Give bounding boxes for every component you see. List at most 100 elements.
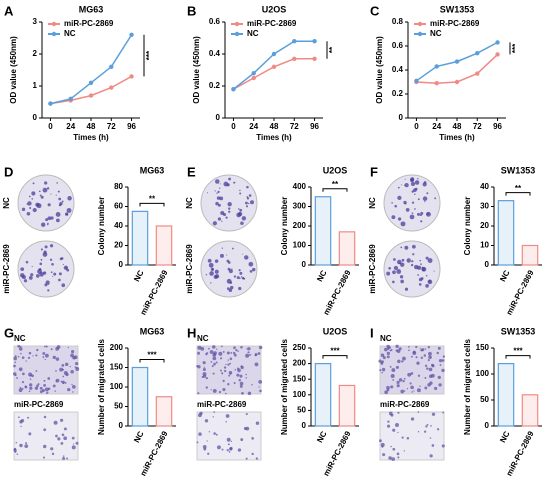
colony [400,221,406,227]
x-tick-label: 0 [414,122,419,131]
data-point [434,64,439,69]
cell [381,445,384,448]
legend-marker [234,31,240,37]
cell [16,377,18,379]
cell [55,369,57,372]
colony [227,261,231,264]
y-tick-label: 50 [114,402,123,411]
y-tick-label: 0 [119,260,124,269]
colony [411,190,414,193]
cell [241,391,244,395]
colony [238,286,242,291]
cell [247,347,251,351]
cell [386,424,391,428]
cell [70,353,75,358]
data-point [68,96,73,102]
colony [397,217,402,221]
bar [497,200,515,266]
colony [209,271,214,276]
cell [202,372,207,376]
legend-marker [51,21,57,27]
cell [240,438,244,442]
colony [49,258,53,261]
x-tick-label: 24 [432,122,441,131]
cell [204,419,209,423]
colony [50,193,52,195]
colony [221,220,223,222]
colony [226,254,228,256]
cell [245,377,247,379]
colony [241,216,247,221]
cell [44,353,49,358]
image-label: miR-PC-2869 [185,244,194,294]
cell [441,444,445,448]
cell [63,427,67,431]
y-tick-label: 100 [293,241,307,250]
cell [197,392,200,395]
colony [214,190,216,192]
cell [420,356,423,359]
y-tick-label: 200 [293,359,307,368]
y-tick-label: 0.2 [392,89,404,98]
colony [37,269,43,274]
cell [396,380,400,384]
cell [14,361,17,364]
cell [411,391,414,393]
x-tick-label: 48 [87,122,96,131]
cell [384,390,388,395]
cell [44,345,46,348]
y-tick-label: 2 [33,49,38,58]
cell [53,420,58,425]
panel-letter: G [4,325,14,340]
cell [42,456,46,459]
y-axis-label: OD value (450nm) [9,36,18,104]
cell [66,457,69,460]
colony [410,263,414,267]
cell [28,372,33,377]
y-tick-label: 100 [110,382,124,391]
significance: ** [332,180,339,189]
colony [238,208,240,210]
colony [420,263,422,265]
colony [28,276,33,280]
cell [13,356,17,361]
cell [429,437,432,439]
y-tick-label: 250 [293,343,307,352]
x-axis-label: Times (h) [256,133,292,142]
colony [43,250,47,254]
cell [245,353,250,358]
micrograph-bg [13,411,79,461]
cell [407,372,412,377]
cell [229,357,233,361]
x-axis-label: Times (h) [439,133,475,142]
cell [409,382,412,385]
cell [60,418,64,422]
cell [55,380,58,382]
panel-letter: B [187,3,196,18]
cell [412,351,417,356]
colony [45,218,49,222]
cell [251,383,253,386]
colony [404,182,409,188]
data-point [129,32,134,37]
cell [438,358,443,363]
significance: *** [511,43,520,53]
colony [404,178,406,180]
cell [20,352,22,355]
cell [243,427,247,431]
cell [207,347,210,350]
cell [21,356,25,359]
cell [225,421,227,423]
cell [226,449,229,452]
cell [62,375,65,378]
colony [217,203,221,207]
x-tick-label: 72 [290,122,299,131]
cell [419,385,421,387]
colony [394,204,397,208]
cell [25,360,27,362]
colony [425,211,431,217]
cell [396,384,400,388]
cell [258,379,263,384]
cell [436,428,440,431]
colony [239,271,243,275]
